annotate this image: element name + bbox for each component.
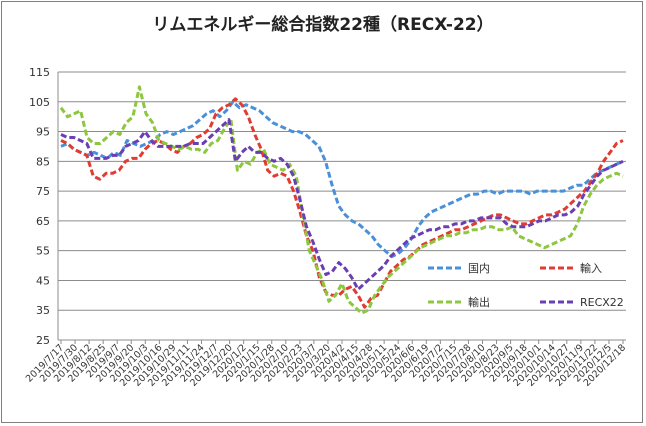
series-line-国内 — [60, 100, 624, 259]
y-tick-label: 45 — [36, 274, 50, 287]
legend-label: 国内 — [468, 261, 490, 275]
y-tick-label: 85 — [36, 155, 50, 168]
legend-label: RECX22 — [580, 296, 624, 309]
y-tick-label: 115 — [29, 66, 50, 79]
y-tick-label: 105 — [29, 96, 50, 109]
y-tick-label: 55 — [36, 245, 50, 258]
gridlines — [58, 71, 626, 341]
series-line-輸入 — [60, 97, 624, 309]
y-tick-label: 35 — [36, 304, 50, 317]
chart-title: リムエネルギー総合指数22種（RECX-22） — [152, 15, 494, 35]
y-tick-label: 75 — [36, 185, 50, 198]
y-tick-label: 25 — [36, 334, 50, 347]
x-axis: 2019/7/172019/7/302019/8/122019/8/252019… — [24, 340, 628, 389]
y-tick-label: 95 — [36, 126, 50, 139]
y-axis: 25 35 45 55 65 75 85 95 105 115 — [29, 66, 59, 347]
series-line-輸出 — [59, 85, 624, 315]
legend-label: 輸入 — [580, 261, 602, 275]
series-line-RECX22 — [60, 118, 624, 291]
legend-label: 輸出 — [468, 295, 490, 309]
y-tick-label: 65 — [36, 215, 50, 228]
series-lines — [59, 85, 624, 315]
